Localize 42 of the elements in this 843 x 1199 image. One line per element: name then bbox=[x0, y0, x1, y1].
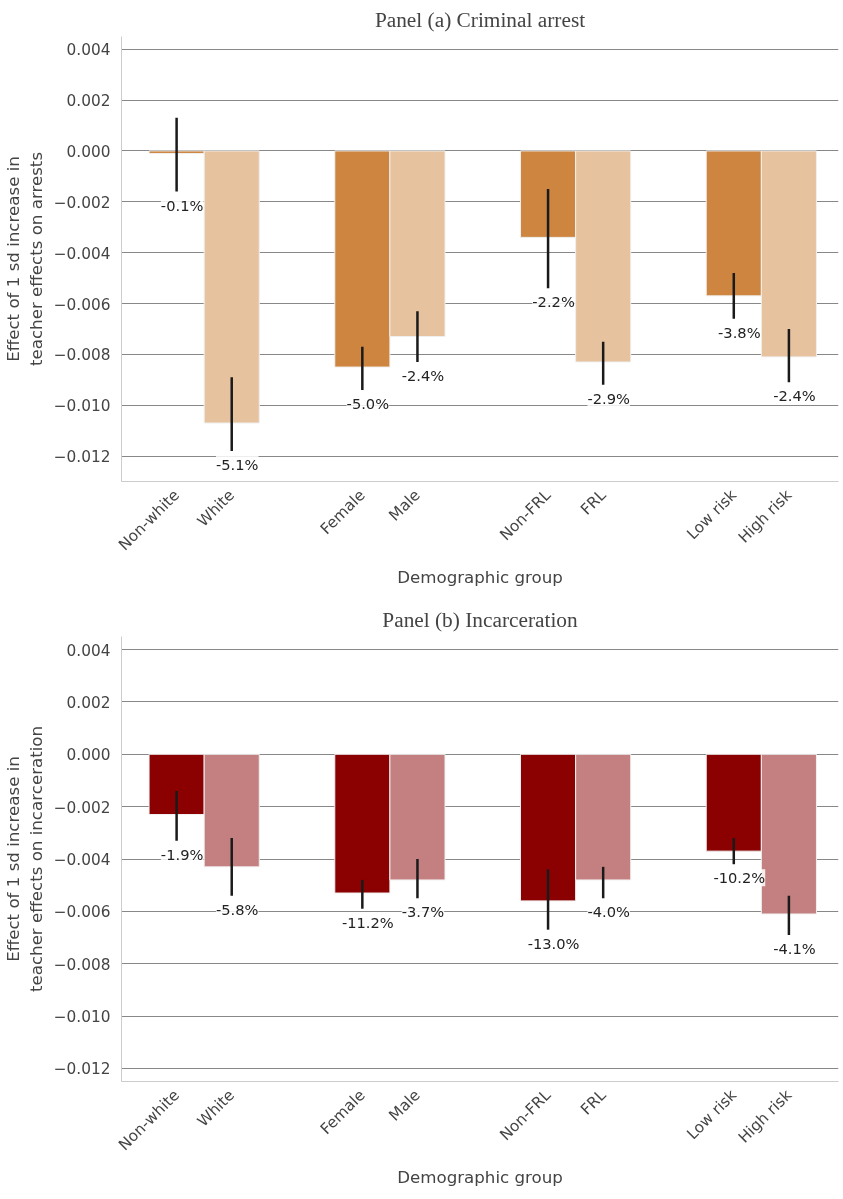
y-tick-label: −0.002 bbox=[53, 193, 111, 212]
y-axis-title: Effect of 1 sd increase in teacher effects on incarceration bbox=[3, 725, 46, 993]
y-tick-label: −0.008 bbox=[53, 955, 111, 974]
y-tick-label: −0.012 bbox=[53, 448, 111, 467]
annotation: -10.2% bbox=[713, 869, 766, 887]
annotation: -2.4% bbox=[773, 387, 816, 405]
annotation: -5.0% bbox=[346, 394, 390, 412]
annotation: -5.8% bbox=[215, 900, 259, 918]
annotation: -3.7% bbox=[401, 903, 445, 921]
y-tick-label: −0.010 bbox=[53, 1008, 111, 1027]
annotation: -2.4% bbox=[401, 366, 445, 384]
annotation: -4.0% bbox=[587, 903, 631, 921]
y-tick-label: 0.000 bbox=[66, 142, 111, 161]
y-tick-label: 0.004 bbox=[66, 641, 111, 660]
annotation: -4.1% bbox=[773, 939, 816, 957]
chart-title: Panel (a) Criminal arrest bbox=[374, 7, 586, 32]
annotation: -13.0% bbox=[527, 934, 580, 952]
annotation: -3.8% bbox=[718, 323, 761, 341]
x-tick-label: FRL bbox=[577, 485, 610, 519]
y-tick-label: −0.002 bbox=[53, 798, 111, 817]
x-axis-title: Demographic group bbox=[397, 568, 563, 588]
y-tick-label: −0.012 bbox=[53, 1060, 111, 1079]
annotation: -2.2% bbox=[532, 293, 575, 311]
x-tick-label: FRL bbox=[577, 1085, 610, 1119]
y-tick-label: 0.002 bbox=[66, 92, 111, 111]
y-tick-label: −0.010 bbox=[53, 397, 111, 416]
y-tick-label: −0.006 bbox=[53, 295, 111, 314]
annotation: -1.9% bbox=[160, 845, 204, 863]
annotation: -2.9% bbox=[587, 389, 631, 407]
x-axis-title: Demographic group bbox=[397, 1168, 563, 1188]
annotation: -5.1% bbox=[215, 455, 259, 473]
y-tick-label: −0.006 bbox=[53, 903, 111, 922]
y-tick-label: 0.000 bbox=[66, 746, 111, 765]
y-tick-label: 0.002 bbox=[66, 693, 111, 712]
y-tick-label: −0.008 bbox=[53, 346, 111, 365]
annotation: -11.2% bbox=[341, 913, 394, 931]
chart-title: Panel (b) Incarceration bbox=[382, 607, 579, 632]
y-tick-label: 0.004 bbox=[66, 41, 111, 60]
y-axis-title: Effect of 1 sd increase in teacher effects on arrests bbox=[3, 151, 46, 367]
annotation: -0.1% bbox=[160, 196, 204, 214]
y-tick-label: −0.004 bbox=[53, 851, 111, 869]
y-tick-label: −0.004 bbox=[53, 244, 111, 263]
